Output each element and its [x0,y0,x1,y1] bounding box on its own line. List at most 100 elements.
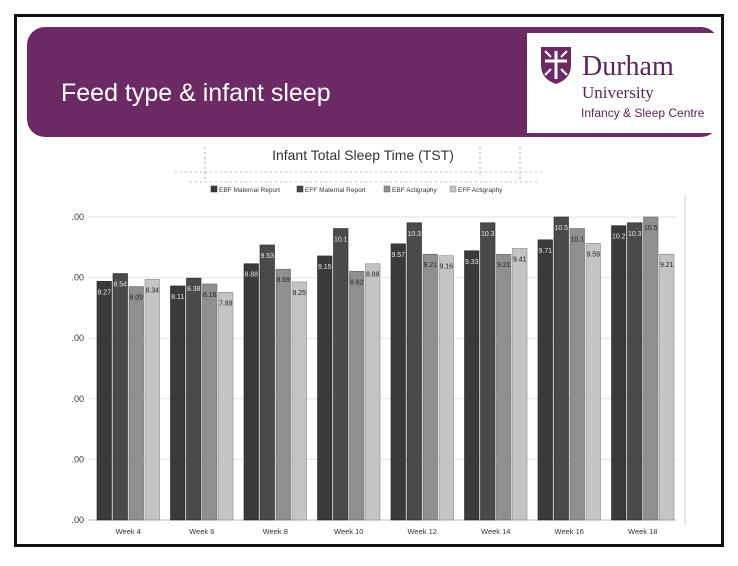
bar [422,253,438,521]
y-tick-label: .00 [71,212,84,222]
bar-value-label: 9.57 [391,252,405,259]
bar-value-label: 8.69 [276,277,290,284]
y-tick-label: .00 [71,273,84,283]
x-tick-label: Week 10 [334,527,363,536]
x-tick-label: Week 4 [116,527,141,536]
bar [438,255,454,521]
bar-value-label: 8.25 [292,290,306,297]
legend-swatch [210,185,218,193]
bar [496,253,512,521]
legend-swatch [449,185,457,193]
bar-value-label: 9.41 [513,256,527,263]
bar [186,277,202,521]
bar-value-label: 8.38 [187,286,201,293]
bar-value-label: 10.1 [334,237,348,244]
y-tick-label: .00 [71,515,84,525]
y-tick-label: .00 [71,394,84,404]
y-axis-ticks: .00 .00 .00 .00 .00 .00 [71,212,84,525]
bar [659,253,675,521]
bar [553,216,569,521]
bar-value-label: 8.11 [171,294,184,301]
bar-value-label: 8.09 [129,295,143,302]
bar-value-label: 9.21 [660,262,674,269]
bar-value-label: 10.1 [570,237,584,244]
bar-value-label: 10.3 [481,231,495,238]
bar-value-label: 10.3 [407,231,421,238]
bar [259,244,275,521]
bar [643,216,659,521]
bar-value-label: 8.18 [203,292,217,299]
bar-value-label: 8.34 [145,287,159,294]
bar [317,255,333,521]
bar [390,243,406,521]
bar [349,270,365,521]
chart-legend: EBF Maternal Report EFF Maternal Report EB… [210,185,503,194]
bar-value-label: 10.3 [628,231,642,238]
x-tick-label: Week 6 [189,527,214,536]
x-tick-label: Week 14 [481,527,510,536]
bar [365,263,381,521]
bar [333,228,349,521]
bar-series [96,216,675,521]
y-tick-label: .00 [71,333,84,343]
legend-swatch [383,185,391,193]
bar [128,286,144,521]
durham-logo: Durham University Infancy & Sleep Centre [527,33,719,133]
bar-value-label: 10.5 [644,225,658,232]
bar-value-label: 9.33 [465,259,479,266]
bar [464,250,480,521]
bar-value-label: 9.71 [538,248,552,255]
bar-value-label: 10.5 [554,225,568,232]
x-tick-label: Week 12 [408,527,437,536]
logo-centre: Infancy & Sleep Centre [581,106,705,120]
x-tick-label: Week 18 [628,527,657,536]
bar [406,222,422,521]
bar-value-label: 9.15 [318,264,332,271]
bar [537,239,553,521]
x-axis-ticks: Week 4 Week 6 Week 8 Week 10 Week 12 Week 14 W… [116,527,658,536]
bar-value-label: 8.62 [350,279,364,286]
legend-label: EFF Actigraphy [458,187,503,194]
bar [170,285,186,521]
bar [275,268,291,521]
legend-label: EFF Maternal Report [305,187,366,194]
bar [144,279,160,521]
legend-label: EBF Actigraphy [392,187,438,194]
bar-value-label: 8.88 [366,272,380,279]
legend-swatch [296,185,304,193]
bar [291,281,307,521]
bar-value-label: 8.54 [113,282,127,289]
bar-value-label: 9.53 [260,253,274,260]
bar [480,222,496,521]
slide-title: Feed type & infant sleep [61,79,331,107]
bar [218,292,234,521]
bar [627,222,643,521]
bar-value-label: 8.88 [244,272,258,279]
bar [512,248,528,521]
bar [202,283,218,521]
bar-value-label: 9.21 [423,262,437,269]
bar [96,281,112,521]
bar [569,228,585,521]
bar-data-labels: 8.278.548.098.34 8.118.388.187.89 8.88 9.53… [97,225,673,307]
logo-name: Durham [582,51,674,82]
logo-university: University [582,83,654,102]
bar-value-label: 9.16 [439,264,453,271]
x-tick-label: Week 8 [263,527,288,536]
bar [112,273,128,521]
y-tick-label: .00 [71,454,84,464]
bar-value-label: 9.21 [497,262,511,269]
bar-value-label: 8.27 [97,289,111,296]
legend-label: EBF Maternal Report [219,187,280,194]
bar-value-label: 7.89 [219,300,233,307]
bar [243,263,259,521]
title-banner: Feed type & infant sleep Durham Universi… [27,27,719,137]
bar-value-label: 9.59 [586,251,600,258]
x-tick-label: Week 16 [555,527,584,536]
shield-icon [541,47,571,84]
bar-value-label: 10.2 [612,234,626,241]
bar [611,225,627,521]
bar [585,242,601,521]
chart-title: Infant Total Sleep Time (TST) [272,147,454,163]
